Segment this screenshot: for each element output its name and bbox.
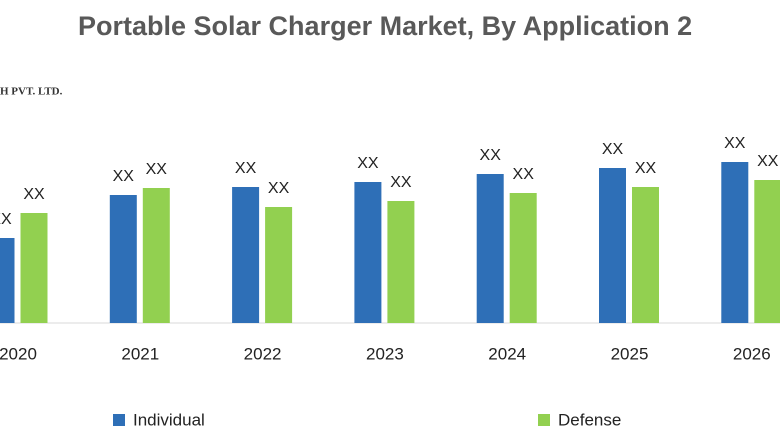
bar (265, 207, 293, 323)
bar (109, 195, 137, 323)
x-tick-label: 2022 (244, 344, 282, 363)
value-label: XX (513, 166, 535, 183)
bar (232, 187, 260, 323)
legend-swatch (113, 414, 125, 426)
bar (387, 201, 415, 323)
value-label: XX (724, 135, 746, 152)
bar (0, 238, 15, 323)
bar (20, 213, 48, 323)
x-tick-label: 2023 (366, 344, 404, 363)
logo-text: H PVT. LTD. (0, 86, 63, 98)
x-tick-label: 2026 (733, 344, 771, 363)
value-label: XX (357, 155, 379, 172)
value-label: XX (602, 141, 624, 158)
value-label: XX (0, 211, 12, 228)
value-label: XX (146, 161, 168, 178)
value-label: XX (635, 160, 657, 177)
value-label: XX (757, 153, 779, 170)
value-label: XX (113, 168, 135, 185)
legend-swatch (538, 414, 550, 426)
bar (354, 182, 382, 323)
bar (509, 193, 537, 323)
x-tick-label: 2025 (611, 344, 649, 363)
x-tick-label: 2024 (488, 344, 526, 363)
bar (142, 188, 170, 323)
chart-title: Portable Solar Charger Market, By Applic… (78, 11, 692, 41)
bar (721, 162, 749, 323)
legend-label: Defense (558, 410, 621, 429)
x-tick-label: 2020 (0, 344, 37, 363)
value-label: XX (390, 174, 412, 191)
bar (476, 174, 504, 323)
legend-label: Individual (133, 410, 205, 429)
bar (754, 180, 780, 323)
value-label: XX (235, 160, 257, 177)
value-label: XX (23, 186, 45, 203)
bar (632, 187, 659, 323)
bar (599, 168, 626, 323)
value-label: XX (268, 180, 290, 197)
x-tick-label: 2021 (121, 344, 159, 363)
value-label: XX (480, 147, 502, 164)
